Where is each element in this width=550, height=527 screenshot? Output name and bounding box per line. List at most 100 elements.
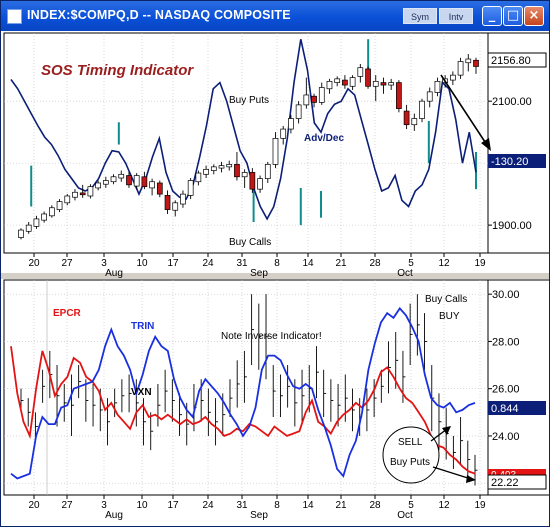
close-button[interactable]: × (524, 6, 544, 26)
candle-body-11 (102, 180, 109, 185)
candle-body-14 (126, 175, 132, 186)
vxn-value: 22.22 (491, 477, 519, 489)
buy-label: BUY (439, 311, 460, 322)
adv-dec-label: Adv/Dec (304, 133, 344, 144)
top-xtick-label-12: 12 (438, 258, 450, 269)
vxn-label: VXN (131, 387, 152, 398)
bot-xtick-label-4: 17 (167, 500, 179, 511)
bot-xtick-label-6: 31 (236, 500, 248, 511)
bottom-x-axis: 20 27 3 10 17 24 31 8 14 21 28 5 12 19 Aug Sep Oct (28, 495, 486, 521)
candle-body-3 (41, 213, 47, 221)
candle-body-15 (133, 175, 140, 187)
bot-xtick-label-0: 20 (28, 500, 40, 511)
minimize-button[interactable]: _ (482, 6, 502, 26)
candle-body-52 (419, 100, 425, 119)
candle-body-54 (434, 80, 441, 93)
candle-body-13 (118, 173, 125, 179)
candle-body-25 (210, 166, 217, 171)
bot-xtick-label-3: 10 (136, 500, 148, 511)
candle-body-46 (372, 80, 379, 87)
bottom-y-axis: 30.00 28.00 26.00 24.00 (488, 289, 520, 484)
candle-body-1 (25, 224, 32, 232)
sell-label: SELL (398, 437, 423, 448)
candle-body-28 (234, 164, 240, 178)
candle-body-34 (280, 128, 287, 139)
top-xtick-label-6: 31 (236, 258, 248, 269)
trend-arrow (440, 74, 491, 151)
top-ytick-label-2: 1900.00 (492, 220, 532, 232)
top-xtick-label-4: 17 (167, 258, 179, 269)
vxn-bars (20, 294, 478, 486)
minimize-icon: _ (488, 8, 496, 23)
candle-body-0 (18, 229, 24, 238)
candle-body-2 (33, 218, 40, 227)
interval-button-label: Intv (448, 12, 464, 22)
trin-polyline (10, 306, 476, 480)
sell-arrow-down-head (466, 475, 476, 483)
bot-ytick-label-1: 28.00 (492, 336, 520, 348)
bot-xtick-label-8: 14 (302, 500, 314, 511)
bot-month-label-1: Sep (250, 510, 268, 521)
candle-body-41 (334, 78, 341, 83)
candle-body-32 (264, 164, 271, 179)
sell-arrow-up-head (442, 426, 451, 435)
buy-calls-label: Buy Calls (229, 237, 271, 248)
candle-body-50 (403, 110, 410, 126)
candle-body-18 (156, 182, 163, 195)
candle-body-31 (257, 178, 263, 190)
interval-button[interactable]: Intv (439, 8, 473, 24)
candle-body-24 (203, 168, 209, 175)
candle-body-35 (288, 118, 294, 130)
top-x-axis: 20 27 3 10 17 24 31 8 14 21 28 5 12 19 Aug Sep Oct (28, 253, 486, 279)
bot-xtick-label-11: 5 (408, 500, 414, 511)
sos-indicator-title: SOS Timing Indicator (41, 62, 194, 79)
sell-circle (382, 426, 440, 484)
candle-body-42 (342, 79, 348, 86)
window-title: INDEX:$COMPQ,D -- NASDAQ COMPOSITE (27, 8, 291, 22)
top-month-label-0: Aug (105, 268, 123, 279)
price-candles (18, 54, 479, 240)
trin-value: 0.844 (491, 403, 519, 415)
trend-arrow-head (481, 138, 491, 151)
trend-arrow-line (440, 74, 488, 146)
top-xtick-label-3: 10 (136, 258, 148, 269)
top-xtick-label-2: 3 (101, 258, 107, 269)
top-xtick-label-13: 19 (474, 258, 486, 269)
candle-body-53 (426, 91, 433, 102)
candle-body-19 (164, 195, 171, 210)
trin-line (10, 306, 476, 480)
epcr-polyline (10, 346, 476, 475)
epcr-label: EPCR (53, 308, 82, 319)
candle-body-37 (303, 94, 310, 106)
bot-xtick-label-7: 8 (274, 500, 280, 511)
candle-body-48 (388, 82, 395, 86)
candle-body-12 (110, 176, 117, 183)
bot-ytick-label-0: 30.00 (492, 289, 520, 301)
bot-xtick-label-13: 19 (474, 500, 486, 511)
candle-body-22 (187, 180, 194, 196)
bottom-gridlines (4, 280, 488, 495)
top-month-label-1: Sep (250, 268, 268, 279)
buy-calls-bottom-label: Buy Calls (425, 294, 467, 305)
candle-body-47 (380, 82, 387, 86)
maximize-button[interactable]: □ (503, 6, 523, 26)
panel-separator[interactable] (1, 273, 549, 279)
candle-body-30 (249, 172, 256, 190)
title-bar[interactable]: INDEX:$COMPQ,D -- NASDAQ COMPOSITE Sym I… (1, 1, 549, 31)
symbol-button-label: Sym (411, 12, 429, 22)
sell-arrow-down (432, 466, 476, 483)
bot-xtick-label-9: 21 (335, 500, 347, 511)
candle-body-16 (141, 176, 148, 188)
sell-arrow-up (430, 426, 451, 442)
candle-body-8 (79, 192, 86, 196)
candle-body-27 (226, 164, 233, 168)
candle-body-57 (457, 61, 464, 76)
candle-body-36 (295, 104, 302, 119)
candle-body-29 (241, 172, 248, 178)
symbol-button[interactable]: Sym (403, 8, 437, 24)
candle-body-45 (365, 68, 371, 87)
candle-body-51 (411, 118, 418, 126)
adv-dec-value-box (488, 154, 546, 168)
